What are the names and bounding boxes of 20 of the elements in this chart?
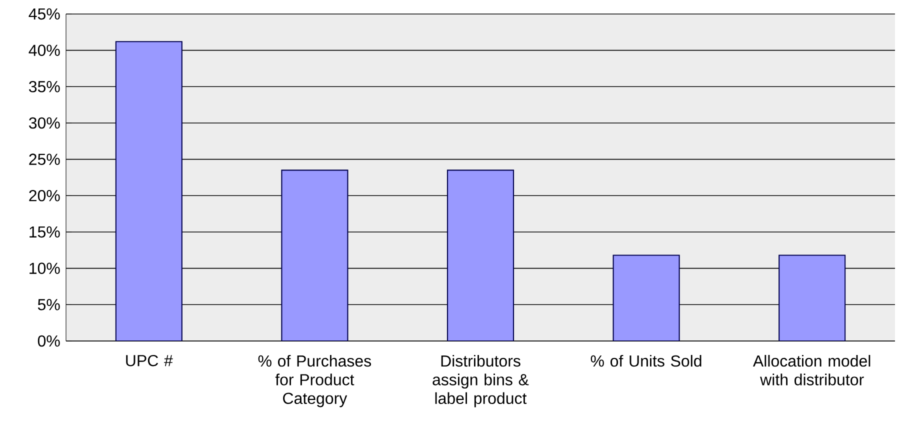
y-tick-label: 10%: [30, 262, 60, 274]
y-tick-label: 0%: [38, 335, 60, 347]
y-tick-label: 5%: [38, 299, 60, 310]
y-tick-label: 30%: [28, 117, 60, 129]
x-tick-label: % of Units Sold: [590, 354, 702, 367]
bar: [446, 170, 514, 341]
bar: [612, 254, 680, 341]
y-tick-label: 15%: [30, 226, 60, 238]
y-tick-label: 35%: [28, 80, 60, 92]
bar: [281, 170, 348, 341]
x-tick-label: Distributors assign bins & label product: [432, 354, 529, 408]
bar: [115, 41, 182, 341]
y-tick-label: 45%: [28, 8, 60, 20]
x-tick-label: % of Purchases for Product Category: [258, 354, 372, 408]
y-tick-label: 20%: [29, 190, 60, 202]
bar: [778, 254, 846, 341]
x-tick-label: UPC #: [126, 354, 173, 366]
y-tick-label: 25%: [29, 154, 60, 165]
y-tick-label: 40%: [28, 44, 60, 56]
x-tick-label: Allocation model with distributor: [752, 354, 870, 386]
